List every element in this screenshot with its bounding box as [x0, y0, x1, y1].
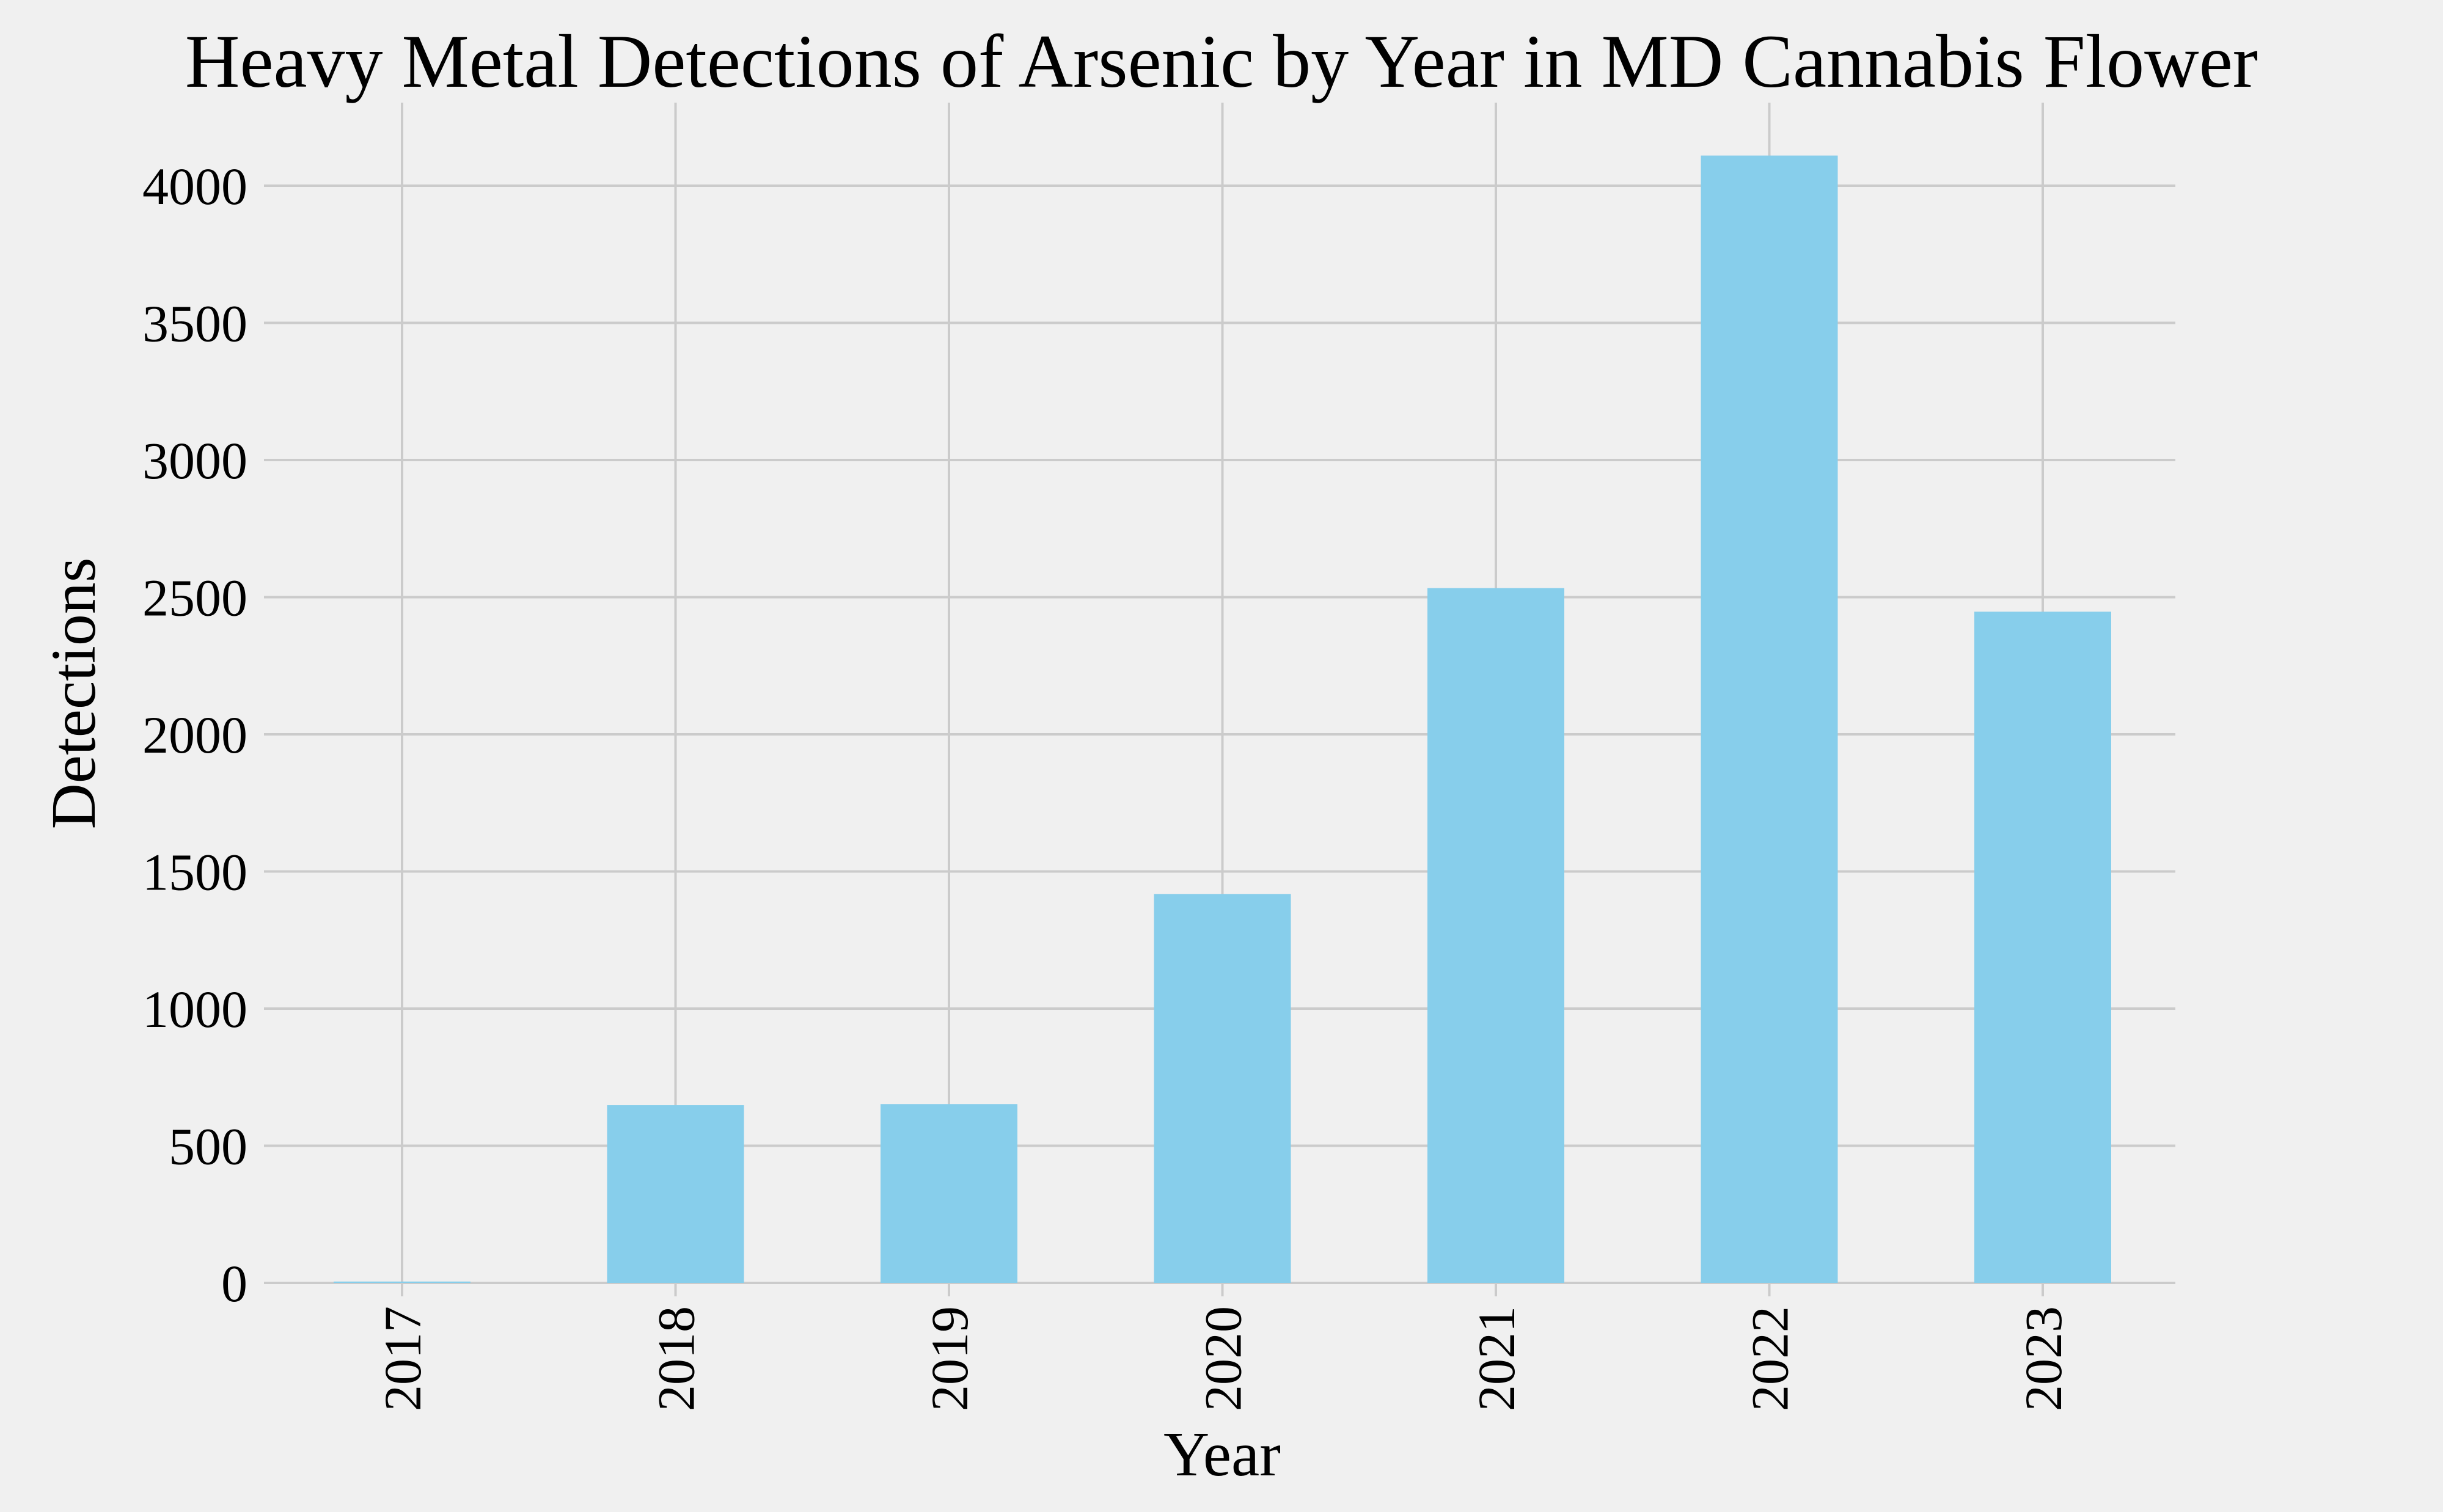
x-tick-label: 2022: [1741, 1306, 1800, 1411]
y-tick-label: 2000: [142, 706, 247, 764]
y-axis-label: Detections: [38, 558, 109, 830]
y-tick-label: 4000: [142, 157, 247, 216]
x-tick-label: 2019: [920, 1306, 979, 1411]
x-tick-label: 2018: [647, 1306, 706, 1411]
y-tick-label: 3000: [142, 431, 247, 490]
x-axis: 2017 2018 2019 2020 2021 2022 2023: [373, 1283, 2073, 1411]
x-tick-label: 2023: [2014, 1306, 2073, 1411]
y-tick-label: 2500: [142, 569, 247, 627]
bar-2018: [607, 1105, 744, 1283]
y-tick-label: 500: [169, 1117, 247, 1176]
x-tick-label: 2020: [1194, 1306, 1253, 1411]
y-tick-label: 1500: [142, 843, 247, 902]
chart-title: Heavy Metal Detections of Arsenic by Yea…: [185, 20, 2258, 103]
y-tick-label: 1000: [142, 980, 247, 1039]
bar-2023: [1974, 612, 2111, 1283]
x-tick-label: 2021: [1467, 1306, 1526, 1411]
y-axis: 0 500 1000 1500 2000 2500 3000 3500 4000: [142, 157, 247, 1313]
x-axis-label: Year: [1163, 1419, 1281, 1489]
bar-2017: [334, 1281, 471, 1283]
y-tick-label: 0: [221, 1254, 247, 1313]
bar-2020: [1154, 894, 1291, 1283]
x-tick-label: 2017: [373, 1306, 432, 1411]
bar-2019: [881, 1104, 1017, 1283]
bar-2022: [1701, 155, 1838, 1284]
y-tick-label: 3500: [142, 294, 247, 353]
bar-2021: [1427, 588, 1564, 1283]
bars: [334, 155, 2111, 1284]
